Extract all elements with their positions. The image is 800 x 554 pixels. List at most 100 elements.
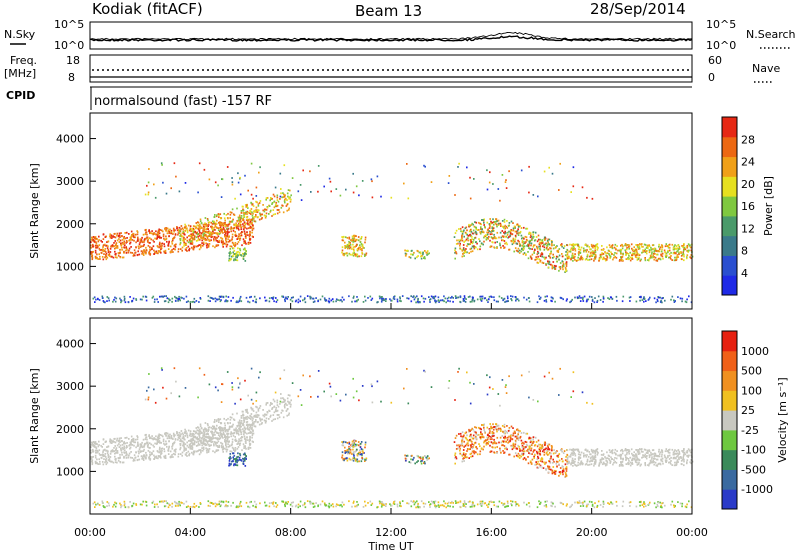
velocity-cell [223,427,225,430]
velocity-cell [288,402,290,405]
velocity-cell [264,420,267,422]
velocity-cell [239,454,242,457]
velocity-cell [228,457,231,459]
power-cell [93,296,96,299]
velocity-cell [128,452,131,455]
power-cell [179,239,182,242]
power-cell [238,233,240,236]
power-cell [145,231,148,234]
power-cell [284,198,286,201]
velocity-cell [90,458,92,460]
power-cell [199,225,202,228]
power-cell [677,256,679,258]
power-cell [578,246,581,249]
power-cell [461,249,464,252]
power-cell [451,295,453,298]
power-cell [360,248,363,251]
velocity-cell [158,433,160,436]
power-cell [556,256,559,258]
power-cell [91,251,94,253]
velocity-cell [156,442,158,445]
power-cell [309,295,311,298]
power-cell [215,244,218,247]
power-cell [420,295,423,298]
velocity-cell [416,454,419,457]
power-cell [610,245,613,247]
power-cell [146,184,148,187]
power-cell [514,234,517,237]
power-cell [253,295,256,298]
velocity-cell [413,456,415,459]
velocity-cell [115,448,117,451]
power-cell [249,209,251,212]
velocity-cell [141,441,143,444]
power-cell [573,246,575,249]
velocity-cell [195,427,198,429]
power-cell [130,238,132,241]
power-cell [467,239,470,242]
power-cell [114,232,116,235]
velocity-cell [178,431,181,434]
velocity-cell [92,448,94,451]
power-cell [111,244,114,246]
power-cell [202,229,204,232]
power-cell [512,239,515,241]
power-cell [582,257,584,260]
power-cell [668,246,671,249]
power-cell [484,226,486,229]
velocity-cell [202,449,204,452]
power-cell [499,222,502,225]
power-cell [482,219,484,221]
velocity-cell [192,443,194,446]
power-cell [177,233,179,236]
power-cell [596,246,599,248]
power-cell [148,251,151,253]
power-cell [255,186,258,189]
velocity-cell [529,437,532,440]
power-cell [107,240,110,243]
power-cell [239,249,242,252]
power-cell [471,298,474,301]
power-cell [230,239,233,242]
power-cell [650,248,653,251]
power-cell [204,239,207,242]
velocity-cell [479,453,481,456]
velocity-cell [121,453,123,456]
velocity-cell [200,451,202,454]
power-cell [279,172,282,175]
power-cell [532,233,534,236]
power-cell [446,297,449,300]
power-cell [457,166,459,168]
velocity-cell [531,443,533,446]
power-cell [644,244,647,246]
power-cell [110,245,112,248]
velocity-cell [142,450,145,452]
power-cell [562,265,565,268]
power-cell [603,257,605,260]
power-cell [565,251,567,253]
power-cell [505,225,508,228]
velocity-cell [353,440,356,443]
power-cell [159,241,161,244]
power-cell [205,223,207,225]
velocity-cell [214,419,216,421]
velocity-cell [247,412,249,414]
power-cell [335,188,338,190]
power-cell [352,297,355,299]
velocity-cell [149,437,152,439]
power-cell [477,229,480,231]
power-cell [621,256,623,259]
velocity-cell [171,454,173,456]
velocity-cell [239,452,241,455]
velocity-cell [485,439,488,442]
power-cell [469,239,472,241]
power-cell [218,241,221,243]
power-cell [426,254,428,256]
velocity-cell [355,450,357,452]
velocity-cell [176,432,179,434]
velocity-cell [344,446,346,449]
power-cell [461,248,463,251]
velocity-cell [132,459,135,462]
power-cell [154,237,156,240]
power-cell [217,184,219,187]
